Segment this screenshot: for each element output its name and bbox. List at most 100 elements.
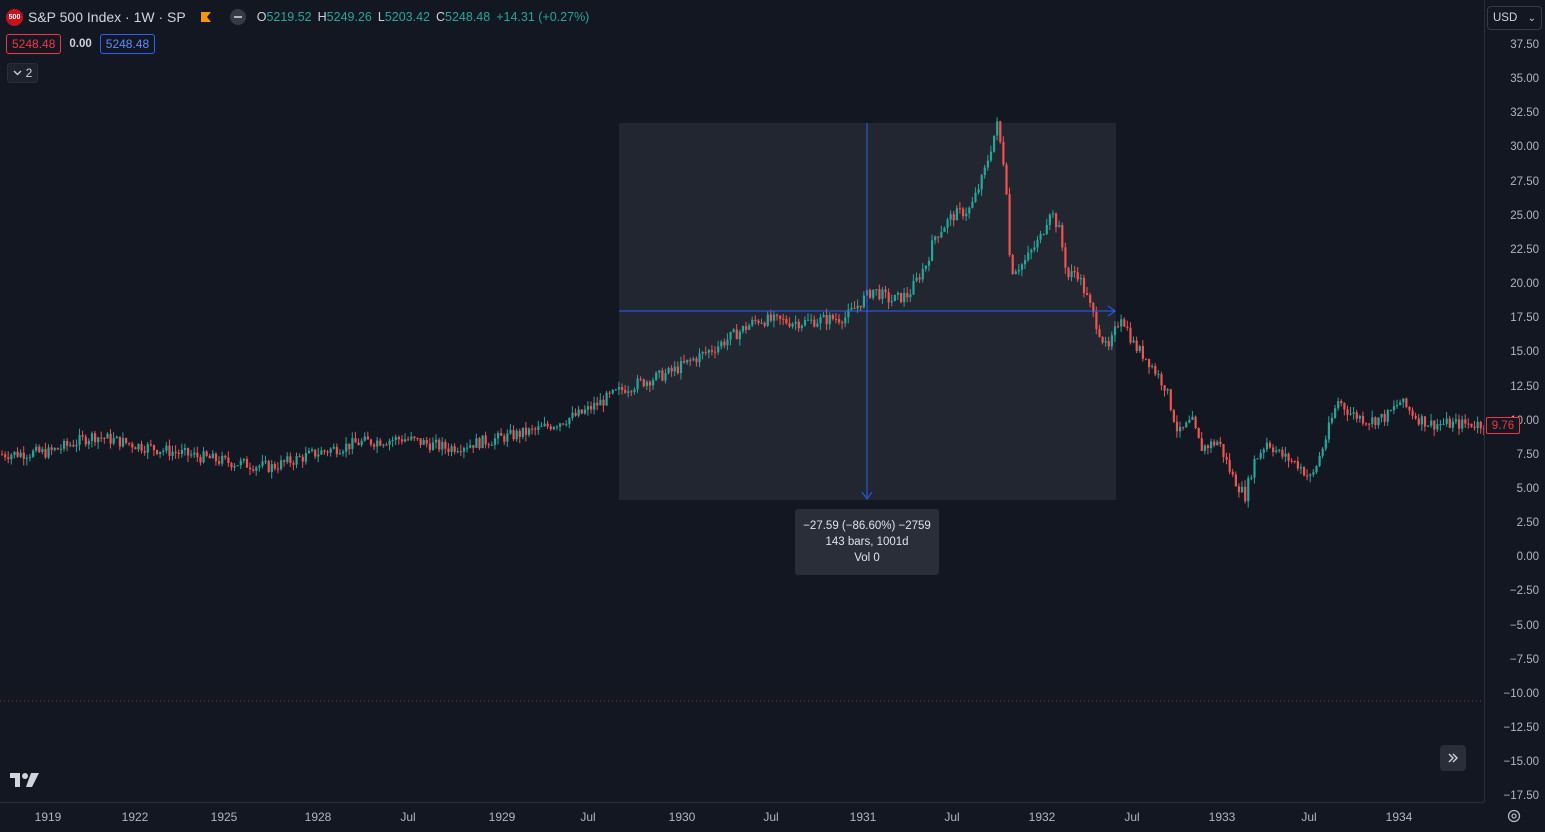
candle xyxy=(44,442,47,460)
candle xyxy=(1256,457,1259,460)
candle xyxy=(295,452,298,469)
candle xyxy=(1030,248,1033,260)
candle xyxy=(903,287,906,307)
candle xyxy=(94,430,97,447)
flag-icon[interactable] xyxy=(200,11,212,23)
candle xyxy=(109,429,112,449)
candle xyxy=(270,459,273,479)
candle xyxy=(627,385,630,398)
candle xyxy=(1430,413,1433,428)
candle xyxy=(1312,469,1315,478)
candle xyxy=(1476,416,1479,434)
candle xyxy=(689,357,692,367)
candle xyxy=(599,393,602,406)
candle xyxy=(1070,264,1073,282)
candle xyxy=(292,460,295,471)
symbol-legend: 500 S&P 500 Index · 1W · SP O 5219.52 H 524… xyxy=(6,6,595,28)
candle xyxy=(376,436,379,454)
candle xyxy=(1231,468,1234,477)
ask-price-box[interactable]: 5248.48 xyxy=(99,34,156,54)
candle xyxy=(143,445,146,456)
candle xyxy=(1148,358,1151,374)
candle xyxy=(943,226,946,233)
candle xyxy=(645,379,648,391)
candle xyxy=(1086,286,1089,296)
bid-price-box[interactable]: 5248.48 xyxy=(6,34,62,54)
candle xyxy=(658,369,661,379)
candle xyxy=(419,438,422,448)
price-chart[interactable] xyxy=(0,0,1484,802)
price-tick: 30.00 xyxy=(1510,141,1539,154)
price-axis[interactable]: 37.50 35.00 32.50 30.00 27.50 25.00 22.50 20.00… xyxy=(1484,0,1545,802)
scroll-to-realtime-button[interactable] xyxy=(1440,745,1466,771)
candle xyxy=(1448,415,1451,429)
currency-selector[interactable]: USD ⌄ xyxy=(1487,6,1542,30)
price-tick: 22.50 xyxy=(1510,243,1539,256)
candle xyxy=(915,272,918,283)
candle xyxy=(196,446,199,462)
candle xyxy=(1123,317,1126,328)
candle xyxy=(1278,448,1281,453)
candle xyxy=(264,455,267,465)
chevron-down-icon: ⌄ xyxy=(1527,12,1536,24)
candle xyxy=(1461,415,1464,433)
candle xyxy=(450,443,453,457)
candle xyxy=(518,428,521,444)
time-axis[interactable]: 1919 1922 1925 1928 Jul 1929 Jul 1930 Jul 1931 Jul… xyxy=(0,802,1484,832)
candle xyxy=(242,458,245,464)
sp500-logo[interactable]: 500 xyxy=(6,8,23,26)
candle xyxy=(103,437,106,444)
candle xyxy=(534,426,537,436)
candle xyxy=(1411,407,1414,420)
candle xyxy=(53,447,56,452)
candle xyxy=(521,427,524,440)
candle xyxy=(723,338,726,349)
candle xyxy=(394,434,397,445)
candle xyxy=(218,456,221,466)
candle xyxy=(1188,415,1191,424)
candle xyxy=(642,378,645,388)
candle xyxy=(32,448,35,458)
settings-icon[interactable] xyxy=(1506,808,1522,824)
candle xyxy=(965,207,968,222)
candle xyxy=(887,288,890,310)
candle xyxy=(1327,416,1330,443)
measure-bars: 143 bars, 1001d xyxy=(825,536,909,548)
candle xyxy=(56,447,59,450)
candle xyxy=(87,438,90,450)
candle xyxy=(875,289,878,296)
candle xyxy=(146,441,149,459)
hide-icon[interactable] xyxy=(229,9,246,25)
time-tick: 1932 xyxy=(1028,810,1056,824)
price-tick: −15.00 xyxy=(1503,756,1540,769)
candle xyxy=(357,438,360,446)
candle xyxy=(1458,414,1461,435)
candle xyxy=(751,316,754,327)
candle xyxy=(1470,423,1473,428)
candle xyxy=(1365,422,1368,426)
candle xyxy=(1442,418,1445,426)
price-tick: 2.50 xyxy=(1516,517,1539,530)
currency-label: USD xyxy=(1493,12,1518,24)
candle xyxy=(1399,399,1402,406)
candle xyxy=(912,274,915,296)
price-tick: 25.00 xyxy=(1510,209,1539,222)
candle xyxy=(416,437,419,442)
candle xyxy=(763,321,766,328)
candle xyxy=(283,459,286,467)
candle xyxy=(159,451,162,459)
tradingview-logo[interactable] xyxy=(9,771,41,789)
ohlc-key: O xyxy=(256,10,267,24)
candle xyxy=(853,301,856,309)
chart-area[interactable] xyxy=(0,0,1484,802)
candle xyxy=(648,380,652,392)
candle xyxy=(1005,162,1008,196)
candle xyxy=(667,366,670,375)
symbol-title[interactable]: S&P 500 Index · 1W · SP xyxy=(28,9,186,25)
candle xyxy=(1352,407,1355,420)
candle xyxy=(1349,406,1352,416)
indicators-collapse-button[interactable]: 2 xyxy=(7,63,38,83)
candle xyxy=(896,291,900,301)
candle xyxy=(112,432,115,446)
candle xyxy=(611,389,614,395)
